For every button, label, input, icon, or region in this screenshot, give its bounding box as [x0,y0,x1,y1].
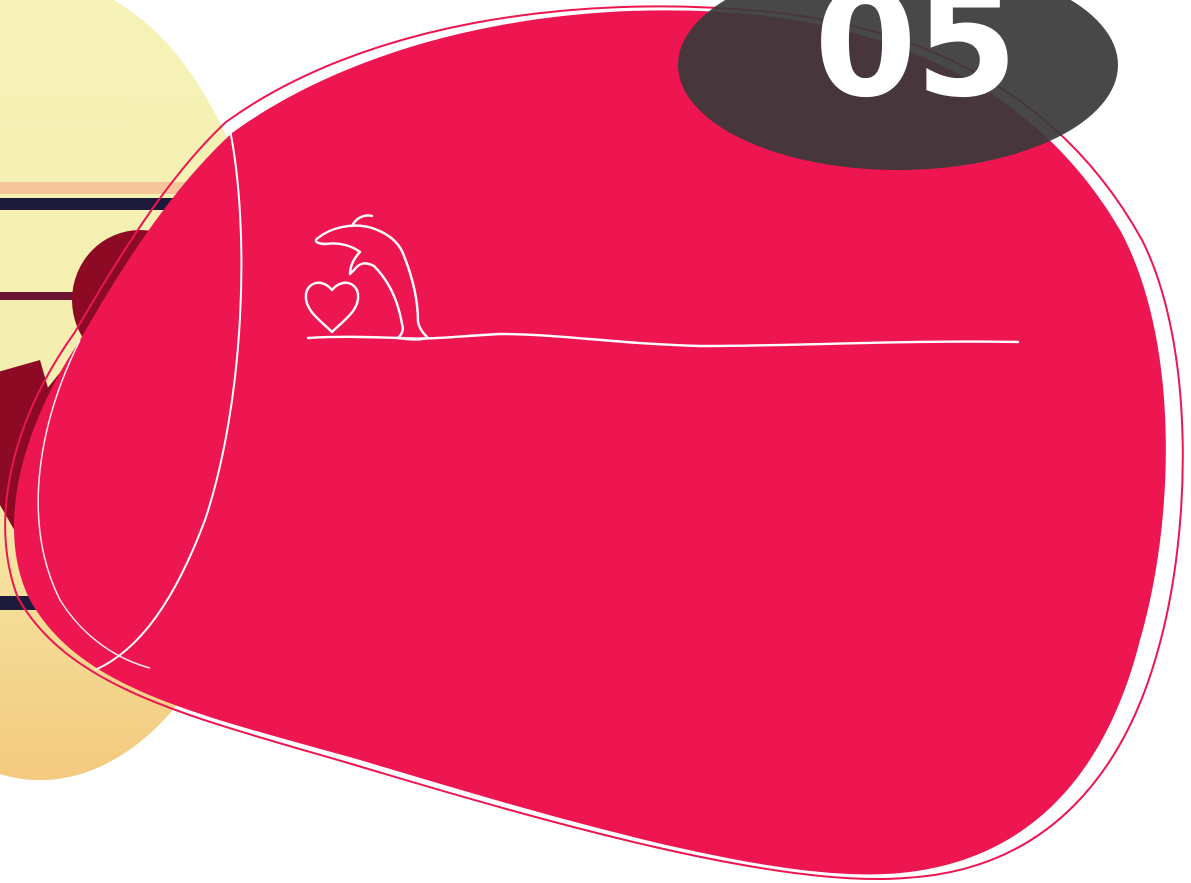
slide-number: 05 [814,0,1016,130]
horizon-line [306,332,1020,348]
red-blob [14,10,1166,875]
dolphin-fin [350,214,374,228]
heart-icon [304,281,360,334]
dolphin-icon [314,224,430,341]
number-badge [678,0,1118,170]
white-arc-inner [37,339,151,669]
white-arc [94,129,243,671]
